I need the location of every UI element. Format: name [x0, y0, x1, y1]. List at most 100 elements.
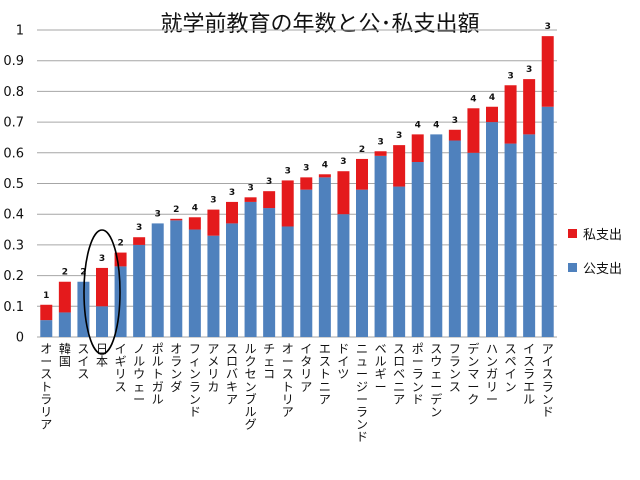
bar-public: [467, 152, 480, 337]
x-tick-label: ポ: [152, 342, 164, 356]
bar-private: [541, 36, 554, 107]
x-tick-label: ド: [542, 405, 554, 419]
bar-private: [263, 191, 276, 209]
x-tick-label: ク: [467, 392, 479, 406]
x-tick-label: リ: [282, 392, 294, 406]
x-tick-label: ー: [486, 392, 498, 406]
year-label: 4: [322, 160, 328, 170]
y-tick-label: 0.4: [3, 208, 24, 223]
x-tick-label: ニ: [393, 380, 405, 394]
x-tick-label: リ: [486, 380, 498, 394]
y-tick-label: 0.5: [3, 177, 24, 192]
year-label: 3: [266, 177, 272, 187]
year-label: 4: [470, 94, 476, 104]
year-label: 4: [415, 120, 421, 130]
x-tick-label: ア: [542, 342, 554, 356]
x-tick-label: ラ: [40, 392, 52, 406]
bar-private: [170, 218, 183, 221]
bar-public: [504, 143, 517, 337]
bar-private: [411, 134, 424, 163]
x-tick-label: ル: [245, 342, 257, 356]
x-tick-label: ス: [319, 355, 331, 369]
x-tick-label: イ: [505, 367, 517, 381]
legend-label-public: 公支出: [583, 261, 623, 277]
bar-public: [486, 122, 498, 337]
bar-public: [393, 186, 406, 337]
year-label: 4: [433, 120, 439, 130]
x-tick-label: イ: [337, 355, 349, 369]
bar-public: [244, 201, 257, 337]
x-tick-label: ー: [133, 392, 145, 406]
x-tick-label: ラ: [523, 367, 535, 381]
x-tick-label: ン: [356, 418, 368, 432]
x-tick-label: ト: [152, 367, 164, 381]
x-tick-label: ウ: [133, 367, 145, 381]
x-tick-label: ン: [412, 380, 424, 394]
x-tick-label: ガ: [152, 380, 164, 394]
x-tick-label: ラ: [170, 355, 182, 369]
x-tick-label: ル: [152, 392, 164, 406]
highlight-ellipse: [83, 229, 121, 355]
year-label: 1: [43, 291, 49, 301]
bar-private: [300, 177, 313, 190]
legend-item-private: 私支出: [568, 222, 622, 244]
x-tick-label: 本: [96, 355, 108, 369]
x-tick-label: ガ: [486, 367, 498, 381]
x-tick-label: ュ: [356, 355, 368, 369]
x-tick-label: ン: [449, 367, 461, 381]
bar-public: [263, 208, 276, 337]
x-tick-label: ェ: [430, 367, 442, 381]
x-tick-label: ニ: [319, 380, 331, 394]
legend-label-private: 私支出: [583, 227, 623, 243]
x-tick-label: ベ: [393, 367, 405, 381]
x-tick-label: リ: [207, 367, 219, 381]
x-tick-label: ラ: [412, 367, 424, 381]
bar-private: [448, 129, 461, 141]
x-tick-label: コ: [263, 367, 275, 381]
annotations: [83, 229, 121, 355]
x-tick-label: ェ: [263, 355, 275, 369]
x-tick-label: ギ: [375, 367, 387, 381]
bar-public: [226, 223, 238, 337]
y-tick-label: 1: [16, 24, 24, 39]
x-tick-label: ア: [282, 405, 294, 419]
x-tick-label: ウ: [430, 355, 442, 369]
year-label: 3: [507, 71, 513, 81]
x-axis-tick-labels: オーストラリア韓国スイス日本イギリスノルウェーポルトガルオランダフィンランドアメ…: [40, 341, 553, 444]
year-label: 3: [285, 166, 291, 176]
x-tick-label: ン: [486, 355, 498, 369]
x-tick-label: ン: [430, 405, 442, 419]
y-tick-label: 0.8: [3, 85, 24, 100]
x-tick-label: ン: [467, 355, 479, 369]
y-tick-label: 0.2: [3, 269, 24, 284]
year-label: 3: [247, 183, 253, 193]
x-tick-label: ー: [282, 355, 294, 369]
bar-private: [58, 281, 71, 313]
x-tick-label: フ: [189, 342, 201, 356]
year-label: 3: [526, 65, 532, 75]
bar-public: [170, 220, 183, 337]
x-tick-label: ス: [449, 380, 461, 394]
x-tick-label: ス: [505, 342, 517, 356]
year-label: 3: [303, 163, 309, 173]
x-tick-label: ン: [170, 367, 182, 381]
x-tick-label: イ: [542, 355, 554, 369]
x-tick-label: イ: [115, 342, 127, 356]
y-tick-label: 0.6: [3, 146, 24, 161]
x-tick-label: ス: [77, 342, 89, 356]
x-tick-label: ス: [523, 355, 535, 369]
x-tick-label: ト: [319, 367, 331, 381]
x-tick-label: 国: [59, 355, 71, 369]
bars: [40, 36, 554, 337]
x-tick-label: ル: [375, 355, 387, 369]
x-tick-label: ー: [467, 380, 479, 394]
year-label: 2: [62, 268, 68, 278]
x-tick-label: デ: [430, 391, 442, 406]
x-tick-label: リ: [300, 367, 312, 381]
bar-private: [226, 201, 238, 224]
x-tick-label: ィ: [189, 355, 201, 369]
x-tick-label: ジ: [356, 380, 368, 394]
bar-public: [188, 229, 201, 337]
x-tick-label: ギ: [115, 355, 127, 369]
x-tick-label: ド: [356, 430, 368, 444]
